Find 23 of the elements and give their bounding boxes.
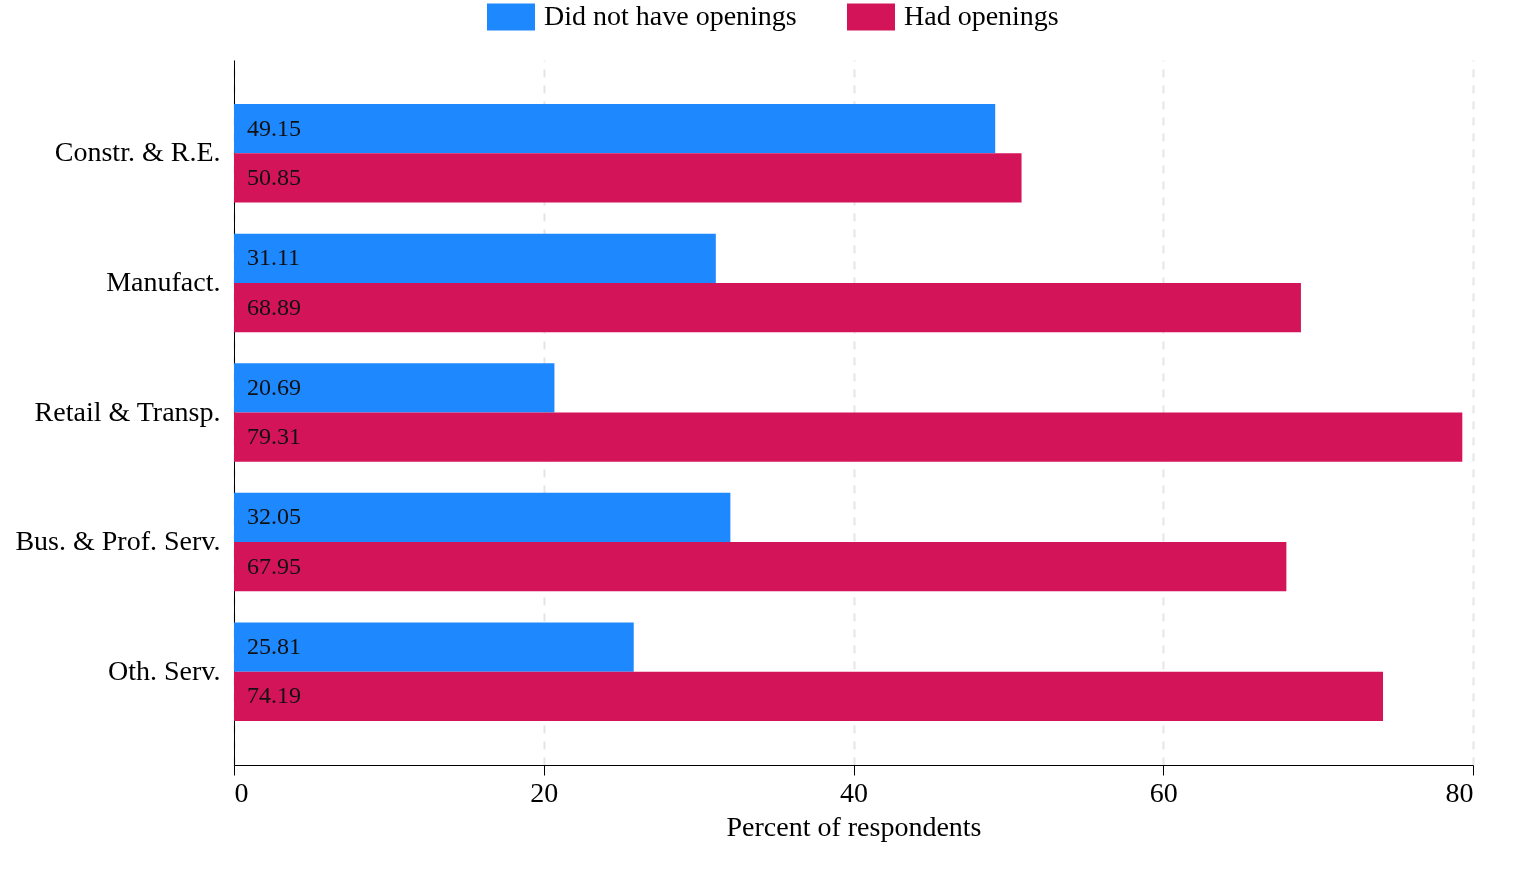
legend-label: Did not have openings: [544, 0, 797, 31]
x-axis-title: Percent of respondents: [726, 810, 982, 842]
data-label: 67.95: [247, 552, 301, 579]
y-tick-label: Manufact.: [106, 265, 221, 297]
x-tick-label: 40: [840, 776, 868, 808]
data-label: 68.89: [247, 293, 301, 320]
x-tick-label: 80: [1445, 776, 1474, 808]
data-label: 74.19: [247, 682, 301, 709]
x-tick-label: 20: [530, 776, 559, 808]
data-label: 79.31: [247, 423, 301, 450]
data-label: 49.15: [247, 114, 301, 141]
y-tick-label: Bus. & Prof. Serv.: [15, 525, 221, 557]
y-tick-label: Retail & Transp.: [34, 395, 221, 427]
data-label: 50.85: [247, 163, 301, 190]
data-label: 31.11: [247, 244, 301, 271]
x-tick-label: 60: [1149, 776, 1178, 808]
data-label: 25.81: [247, 633, 301, 660]
data-label: 32.05: [247, 503, 301, 530]
data-label: 20.69: [247, 373, 301, 400]
y-tick-label: Oth. Serv.: [107, 654, 221, 686]
legend-label: Had openings: [904, 0, 1059, 31]
x-tick-label: 0: [234, 776, 249, 808]
y-tick-label: Constr. & R.E.: [54, 136, 221, 168]
